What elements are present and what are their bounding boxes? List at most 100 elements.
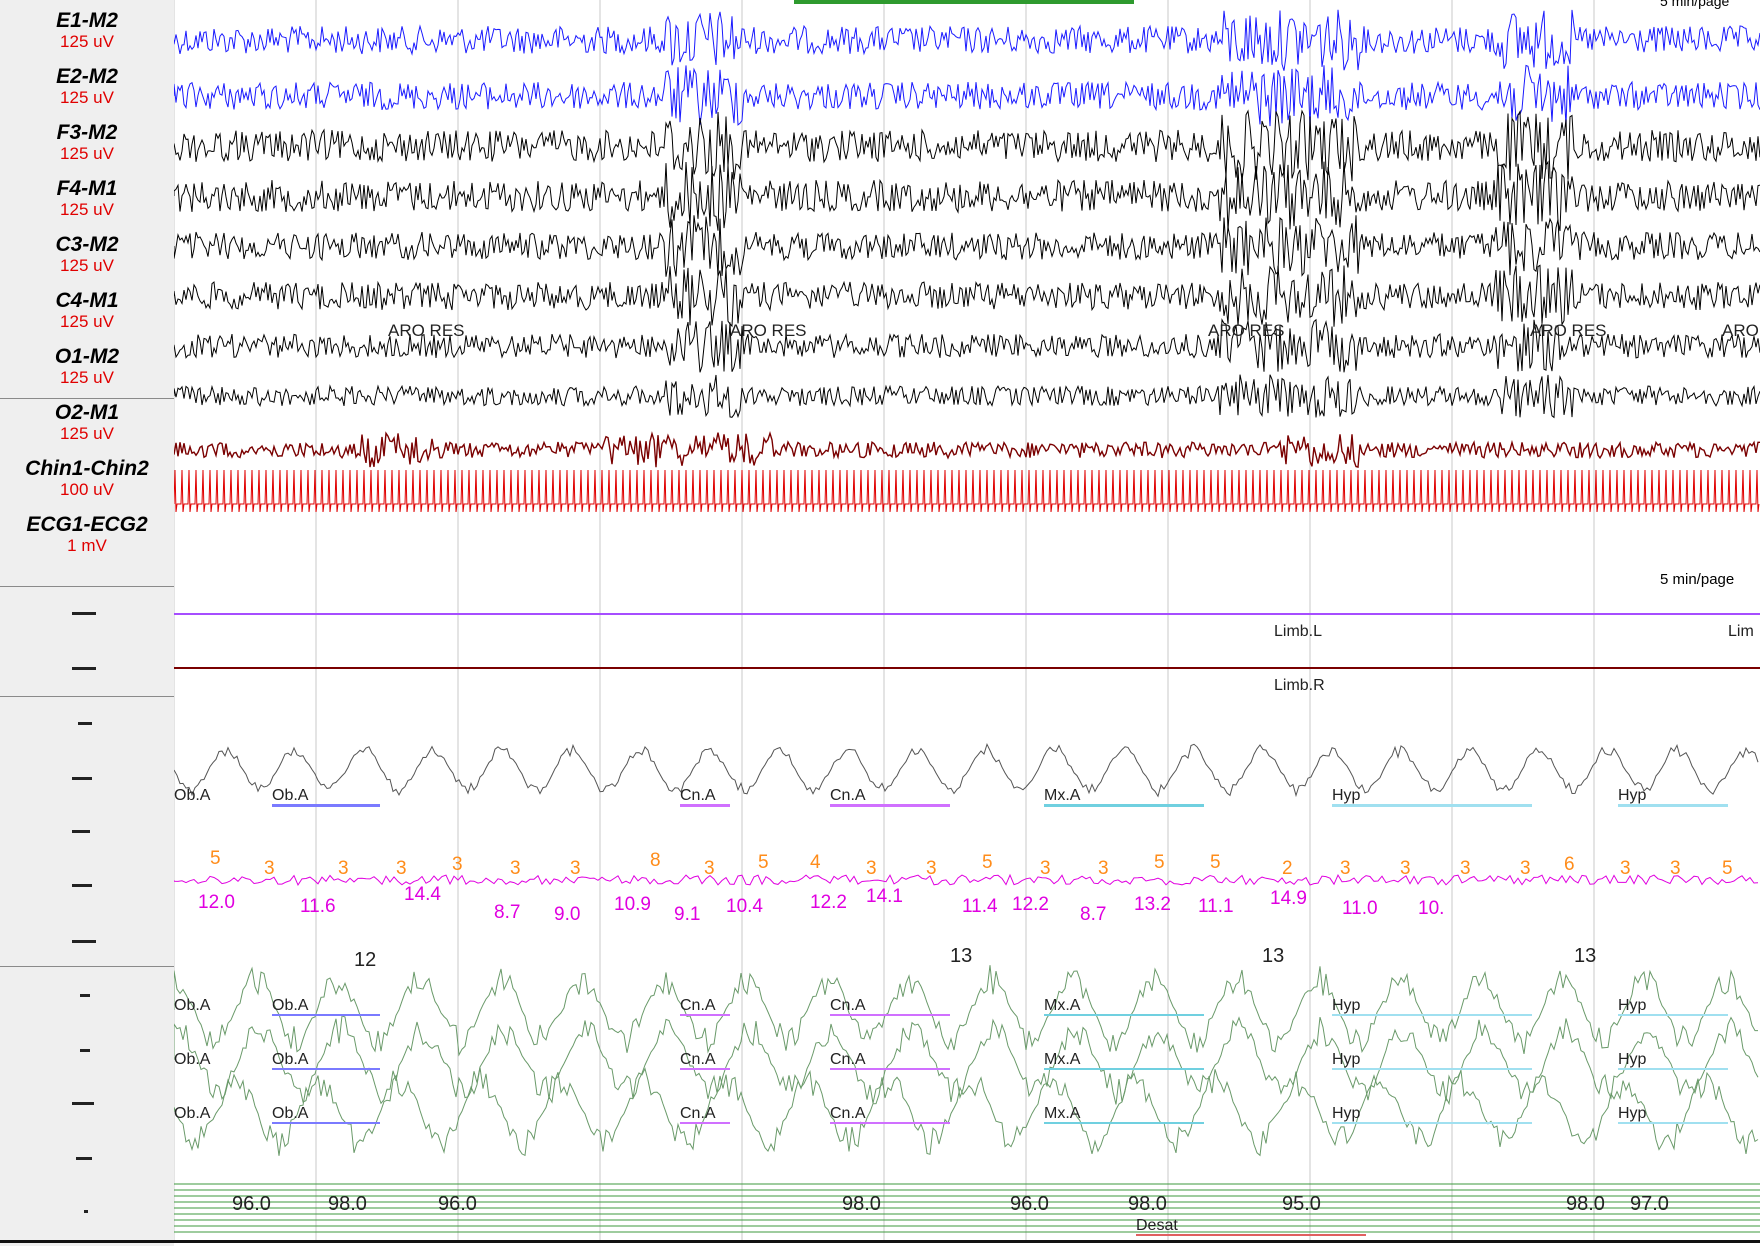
epoch-grid (174, 0, 1760, 1240)
effort-event-label: Mx.A (1044, 1105, 1081, 1122)
channel-scale: 125 uV (60, 88, 114, 107)
channel-label-c3-m2[interactable]: C3-M2 125 uV (0, 234, 174, 274)
channel-name: Chin1-Chin2 (25, 457, 149, 480)
effort-event-bar (1044, 1122, 1204, 1124)
channel-scale: 125 uV (60, 256, 114, 275)
event-value: 14.9 (1270, 888, 1307, 909)
ecg-trace (174, 469, 1760, 513)
spo2-value: 98.0 (1128, 1193, 1167, 1215)
eeg-trace (174, 264, 1760, 328)
breath-count: 5 (758, 852, 769, 873)
eeg-trace (174, 374, 1760, 419)
effort-event-label: Hyp (1618, 997, 1647, 1014)
panel-separator (0, 696, 174, 697)
effort-event-bar (1332, 1014, 1532, 1016)
effort-event-bar (830, 1122, 950, 1124)
channel-label-f3-m2[interactable]: F3-M2 125 uV (0, 122, 174, 162)
channel-label-c4-m1[interactable]: C4-M1 125 uV (0, 290, 174, 330)
channel-scale-mark[interactable] (72, 940, 96, 943)
panel-separator (0, 966, 174, 967)
effort-event-label: Cn.A (680, 1105, 716, 1122)
channel-scale-mark[interactable] (72, 1102, 94, 1105)
channel-scale-mark[interactable] (72, 830, 90, 833)
page-scale-lower: 5 min/page (1660, 571, 1734, 588)
effort-trace (174, 1067, 1759, 1157)
channel-label-ecg[interactable]: ECG1-ECG2 1 mV (0, 514, 174, 554)
breath-count: 6 (1564, 854, 1575, 875)
channel-label-o2-m1[interactable]: O2-M1 125 uV (0, 402, 174, 442)
channel-scale: 100 uV (60, 480, 114, 499)
effort-event-label: Ob.A (174, 1051, 211, 1068)
channel-label-e1-m2[interactable]: E1-M2 125 uV (0, 10, 174, 50)
panel-separator (0, 586, 174, 587)
effort-event-label: Mx.A (1044, 1051, 1081, 1068)
event-value: 11.4 (962, 896, 998, 917)
effort-event-label: Hyp (1618, 1105, 1647, 1122)
breath-count: 3 (1670, 858, 1681, 879)
eeg-trace (174, 64, 1760, 127)
channel-scale-mark[interactable] (72, 667, 96, 670)
limb-label: Limb.L (1274, 623, 1322, 640)
channel-scale-mark[interactable] (72, 612, 96, 615)
spo2-value: 98.0 (842, 1193, 881, 1215)
effort-event-label: Ob.A (272, 1105, 309, 1122)
arousal-label: ARO RES (388, 321, 465, 340)
event-value: 12.2 (1012, 894, 1049, 915)
effort-event-bar (1618, 1122, 1728, 1124)
effort-event-bar (830, 1068, 950, 1070)
spo2-value: 96.0 (438, 1193, 477, 1215)
breath-count: 3 (866, 858, 877, 879)
event-value: 8.7 (1080, 904, 1106, 925)
signal-plot-area[interactable]: ARO RES ARO RES ARO RES ARO RES ARO Limb.L Lim… (174, 0, 1760, 1246)
flow-trace (174, 742, 1759, 798)
flow-event-bar (1618, 804, 1728, 807)
plot-background (174, 0, 1760, 1246)
effort-event-label: Ob.A (174, 1105, 211, 1122)
breath-count: 5 (1210, 852, 1221, 873)
channel-scale: 125 uV (60, 144, 114, 163)
event-value: 14.4 (404, 884, 441, 905)
event-value: 11.1 (1198, 896, 1234, 917)
breath-count: 2 (1282, 858, 1293, 879)
breath-count: 3 (926, 858, 937, 879)
breath-count: 5 (1154, 852, 1165, 873)
effort-event-bar (1332, 1122, 1532, 1124)
stage-marker-bar (794, 0, 1134, 4)
channel-scale-mark[interactable] (72, 884, 92, 887)
channel-scale-mark[interactable] (76, 1157, 92, 1160)
channel-label-f4-m1[interactable]: F4-M1 125 uV (0, 178, 174, 218)
desat-bar (1136, 1234, 1366, 1236)
event-value: 14.1 (866, 886, 903, 907)
channel-label-o1-m2[interactable]: O1-M2 125 uV (0, 346, 174, 386)
effort-event-bar (680, 1122, 730, 1124)
channel-scale-mark[interactable] (78, 722, 92, 725)
channel-scale-mark[interactable] (84, 1210, 88, 1213)
effort-event-bar (680, 1014, 730, 1016)
effort-event-label: Cn.A (680, 1051, 716, 1068)
effort-event-label: Hyp (1332, 1051, 1361, 1068)
breath-count: 3 (1098, 858, 1109, 879)
channel-scale-mark[interactable] (72, 777, 92, 780)
rate-value: 13 (950, 945, 972, 967)
channel-scale-mark[interactable] (80, 1049, 90, 1052)
effort-event-bar (680, 1068, 730, 1070)
channel-label-e2-m2[interactable]: E2-M2 125 uV (0, 66, 174, 106)
breath-count: 3 (1520, 858, 1531, 879)
breath-count: 3 (570, 858, 581, 879)
flow-event-bar (1044, 804, 1204, 807)
breath-count: 8 (650, 850, 661, 871)
breath-count: 3 (396, 858, 407, 879)
flow-event-label: Cn.A (830, 787, 866, 804)
effort-event-bar (1618, 1068, 1728, 1070)
flow-event-bar (272, 804, 380, 807)
eeg-trace (174, 318, 1760, 373)
spo2-value: 96.0 (232, 1193, 271, 1215)
effort-event-bar (272, 1122, 380, 1124)
effort-event-label: Ob.A (272, 1051, 309, 1068)
channel-name: E2-M2 (56, 65, 118, 88)
channel-scale: 125 uV (60, 200, 114, 219)
effort-event-label: Ob.A (272, 997, 309, 1014)
channel-label-chin[interactable]: Chin1-Chin2 100 uV (0, 458, 174, 498)
channel-scale-mark[interactable] (80, 994, 90, 997)
effort-event-bar (1332, 1068, 1532, 1070)
